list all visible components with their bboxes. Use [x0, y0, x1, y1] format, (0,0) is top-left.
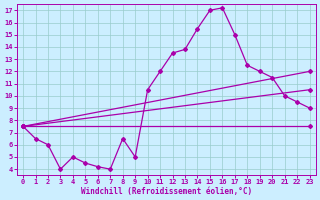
- X-axis label: Windchill (Refroidissement éolien,°C): Windchill (Refroidissement éolien,°C): [81, 187, 252, 196]
